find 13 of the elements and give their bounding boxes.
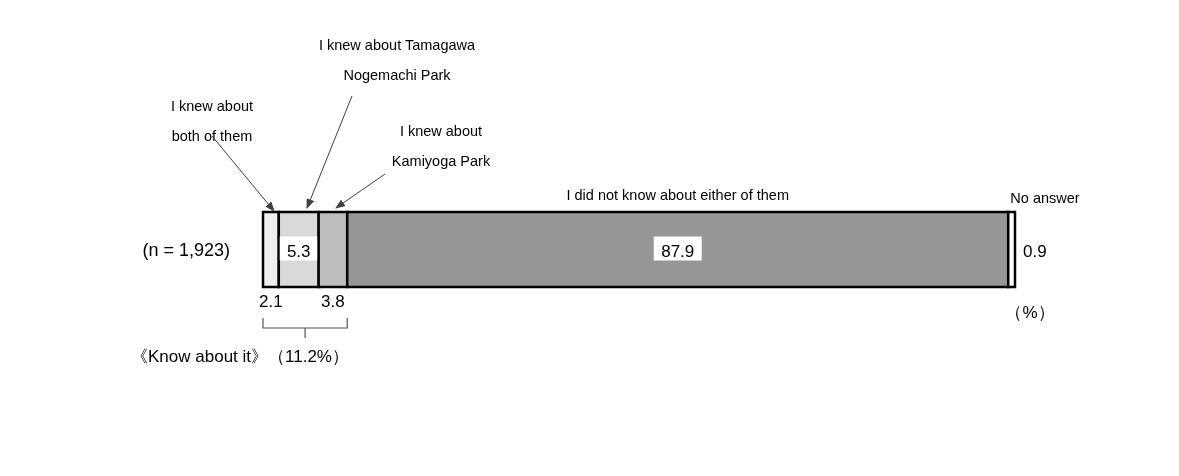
annotation: 《Know about it》（11.2%） (131, 347, 349, 366)
annotation: （%） (1005, 303, 1055, 322)
series-name: I did not know about either of them (566, 187, 789, 203)
series-name: I knew about Tamagawa Nogemachi Park (318, 37, 476, 83)
data-label: 5.3 (286, 241, 311, 261)
data-label: 3.8 (321, 292, 345, 311)
data-label: 2.1 (259, 292, 283, 311)
category-label: (n = 1,923) (142, 239, 230, 260)
data-label: 87.9 (661, 241, 695, 261)
series-name: I knew about Kamiyoga Park (391, 123, 491, 169)
data-label: 0.9 (1023, 241, 1047, 261)
series-name: I knew about both of them (170, 98, 254, 144)
series-name: No answer (1010, 190, 1080, 206)
